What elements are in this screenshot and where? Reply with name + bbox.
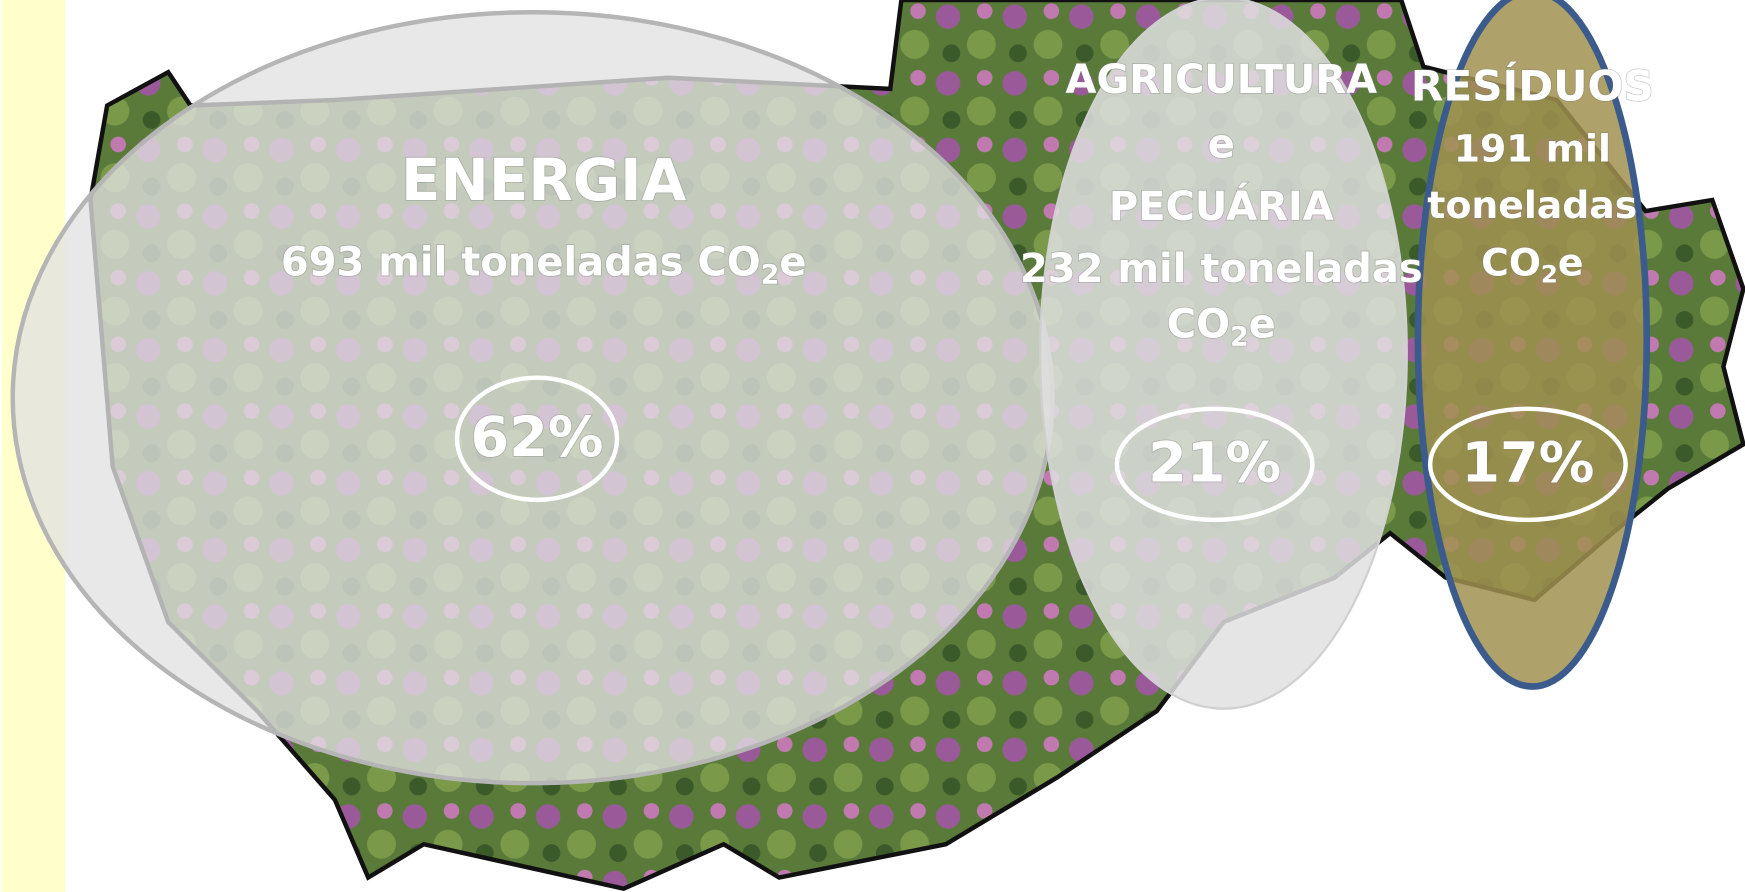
sector-name: e — [1208, 122, 1235, 168]
sector-name: ENERGIA — [401, 146, 687, 214]
agricultura-ellipse — [1039, 0, 1408, 710]
share-ring — [1114, 406, 1315, 523]
sector-amount: toneladas — [1427, 183, 1637, 227]
sector-name: RESÍDUOS — [1411, 60, 1654, 110]
sector-name: PECUÁRIA — [1109, 182, 1334, 230]
sector-name: AGRICULTURA — [1066, 57, 1378, 103]
sector-amount: 693 mil toneladas CO2e — [281, 239, 807, 290]
sector-unit: CO2e — [1167, 302, 1276, 353]
share-ring — [1427, 406, 1628, 523]
sector-amount: 232 mil toneladas — [1020, 246, 1423, 292]
sector-unit: CO2e — [1481, 240, 1583, 289]
share-ring — [454, 375, 620, 503]
energia-ellipse — [10, 9, 1055, 786]
sector-share: 17% — [1461, 431, 1594, 496]
sector-amount: 191 mil — [1454, 127, 1611, 171]
sector-share: 62% — [471, 405, 604, 470]
residuos-ellipse — [1414, 0, 1651, 690]
sector-share: 21% — [1148, 431, 1281, 496]
